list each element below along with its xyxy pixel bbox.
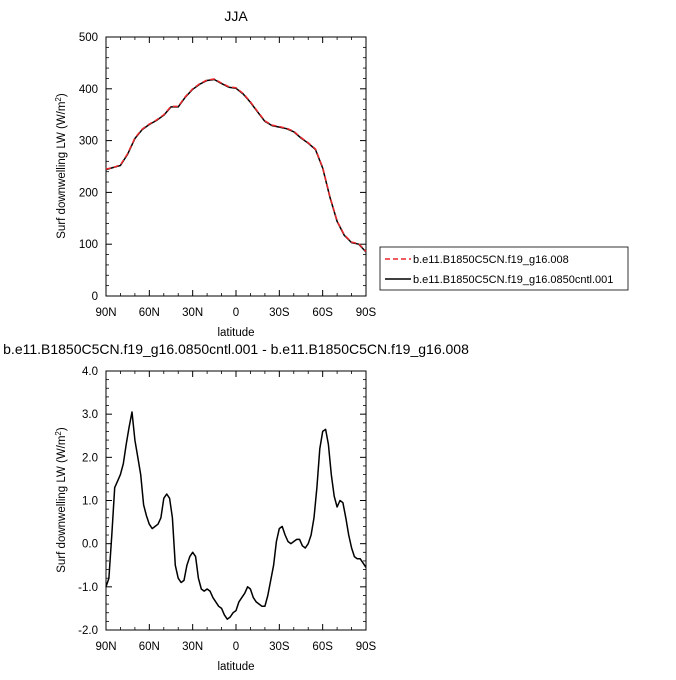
top-x-axis-title: latitude [217, 327, 254, 339]
top-y-axis-title-sup: 2 [54, 97, 63, 102]
bottom-y-tick-label: -1.0 [78, 582, 98, 594]
top-x-tick-label: 0 [233, 307, 239, 319]
top-x-tick-label: 60N [139, 307, 160, 319]
top-x-tick-label: 60S [312, 307, 333, 319]
top-y-tick-label: 200 [79, 187, 98, 199]
bottom-y-axis-title: Surf downwelling LW (W/m2) [54, 427, 68, 573]
bottom-chart-title: b.e11.B1850C5CN.f19_g16.0850cntl.001 - b… [3, 341, 469, 357]
bottom-x-tick-label: 30S [269, 641, 290, 653]
bottom-x-tick-label: 60N [139, 641, 160, 653]
bottom-y-tick-label: 2.0 [82, 452, 98, 464]
top-series-line-1 [105, 78, 367, 253]
top-y-axis-title-main: Surf downwelling LW (W/m [56, 102, 68, 239]
bottom-x-ticks: 90N 60N 30N 0 30S 60S 90S [95, 371, 377, 653]
legend: b.e11.B1850C5CN.f19_g16.008 b.e11.B1850C… [379, 246, 629, 291]
top-x-tick-label: 90S [356, 307, 377, 319]
legend-label-2: b.e11.B1850C5CN.f19_g16.0850cntl.001 [413, 274, 613, 286]
top-y-axis-title: Surf downwelling LW (W/m2) [54, 93, 68, 239]
top-y-tick-label: 300 [79, 136, 98, 148]
bottom-plot-frame [105, 370, 367, 631]
top-panel: JJA 0 100 200 300 400 500 90N 60N 30N 0 30S 60S 90S… [54, 8, 377, 339]
bottom-x-tick-label: 90S [356, 641, 377, 653]
bottom-y-axis-title-close: ) [56, 427, 68, 431]
legend-label-1: b.e11.B1850C5CN.f19_g16.008 [413, 254, 569, 266]
top-y-tick-label: 100 [79, 239, 98, 251]
top-series-line-2 [105, 78, 367, 253]
top-x-ticks: 90N 60N 30N 0 30S 60S 90S [95, 37, 377, 319]
bottom-x-tick-label: 0 [233, 641, 239, 653]
top-y-tick-label: 400 [79, 84, 98, 96]
bottom-y-tick-label: 4.0 [82, 366, 98, 378]
top-series [105, 78, 367, 253]
top-y-tick-label: 500 [79, 32, 98, 44]
bottom-y-axis-title-main: Surf downwelling LW (W/m [56, 436, 68, 573]
bottom-x-tick-label: 60S [312, 641, 333, 653]
bottom-series [105, 411, 367, 620]
bottom-y-axis-title-sup: 2 [54, 431, 63, 436]
top-x-tick-label: 30S [269, 307, 290, 319]
bottom-y-tick-label: -2.0 [78, 625, 98, 637]
bottom-y-ticks: -2.0 -1.0 0.0 1.0 2.0 3.0 4.0 [78, 366, 366, 637]
top-y-tick-label: 0 [92, 291, 98, 303]
bottom-y-tick-label: 3.0 [82, 409, 98, 421]
top-chart-title: JJA [224, 8, 248, 24]
bottom-x-tick-label: 90N [95, 641, 116, 653]
top-plot-frame [105, 36, 367, 297]
top-x-tick-label: 30N [182, 307, 203, 319]
bottom-x-tick-label: 30N [182, 641, 203, 653]
top-y-axis-title-close: ) [56, 93, 68, 97]
legend-frame [379, 246, 629, 291]
bottom-panel: b.e11.B1850C5CN.f19_g16.0850cntl.001 - b… [3, 341, 469, 673]
top-y-ticks: 0 100 200 300 400 500 [79, 32, 366, 303]
bottom-y-tick-label: 0.0 [82, 539, 98, 551]
bottom-y-tick-label: 1.0 [82, 496, 98, 508]
top-x-tick-label: 90N [95, 307, 116, 319]
bottom-x-axis-title: latitude [217, 661, 254, 673]
bottom-series-line-1 [105, 411, 367, 620]
